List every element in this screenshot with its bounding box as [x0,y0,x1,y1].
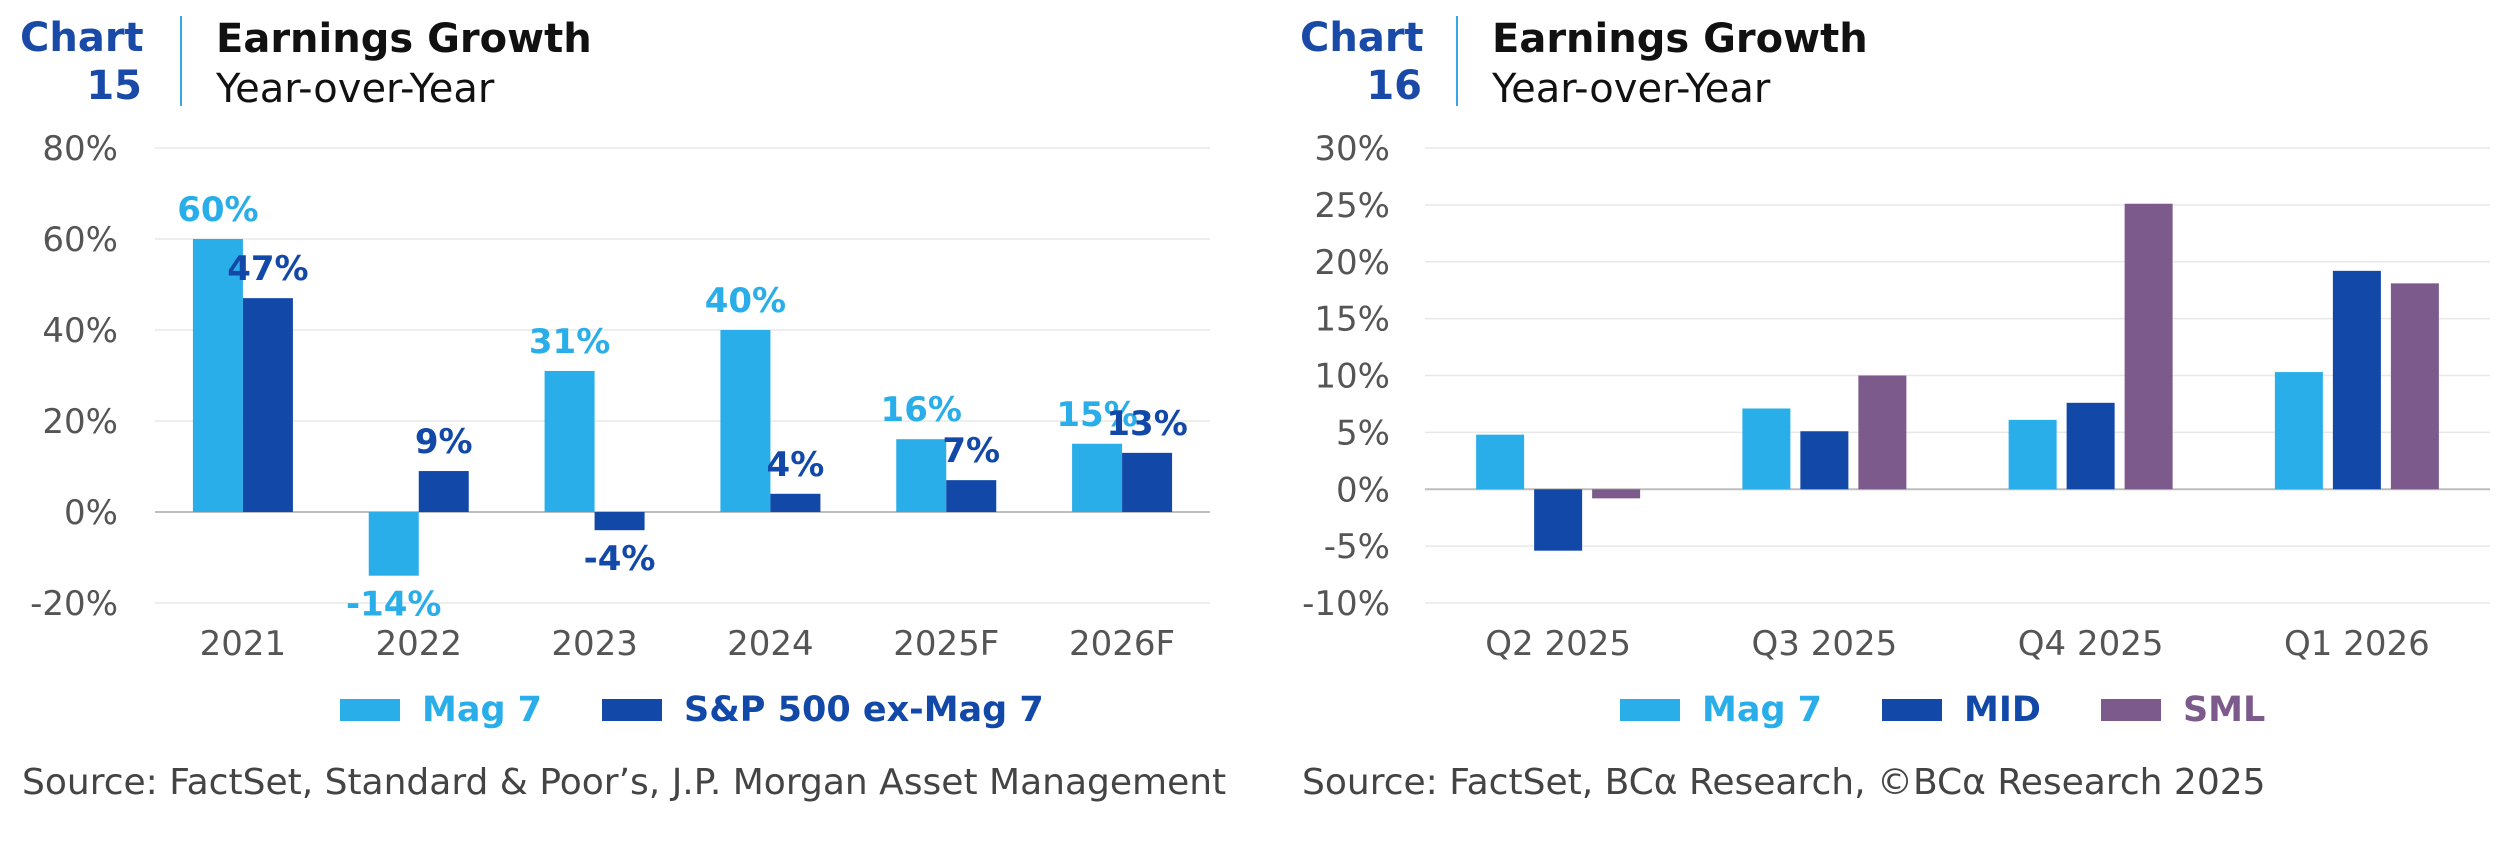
y-tick-label: 10% [1314,357,1390,397]
legend-item: MID [1882,690,2041,730]
legend-swatch [1882,699,1943,721]
legend-item: SML [2100,690,2266,730]
legend-swatch [1620,699,1680,721]
chart-15-plot: -20% 0% 20% 40% 60% 80% 60% 47% 2021 -14% 9% 2022 31… [30,129,1210,664]
data-label: 40% [705,281,786,321]
bar [418,471,469,512]
legend-label: S&P 500 ex-Mag 7 [684,690,1044,730]
legend-swatch [602,699,663,721]
data-label: 9% [415,422,473,462]
y-tick-label: 30% [1314,129,1390,169]
bar [594,512,645,531]
source-note: Source: FactSet, Standard & Poor’s, J.P.… [22,762,1227,803]
data-label: -4% [584,539,656,579]
y-tick-label: -10% [1302,584,1390,624]
bar [2008,419,2057,490]
legend-label: Mag 7 [422,690,543,730]
chart-title: Earnings Growth [1492,16,1868,62]
bar [1800,431,1849,490]
bar [2332,270,2381,490]
chart-16-legend: Mag 7 MID SML [1620,690,2265,730]
bar [1476,434,1525,490]
y-tick-label: -20% [30,584,118,624]
header-divider [1456,16,1458,106]
bar [896,439,947,512]
chart-15-legend: Mag 7 S&P 500 ex-Mag 7 [340,690,1044,730]
chart-number-word: Chart [20,15,144,61]
chart-subtitle: Year-over-Year [1492,66,1771,112]
y-tick-label: 25% [1314,186,1390,226]
data-label: 4% [767,445,825,485]
bar [1534,489,1583,551]
bar [946,480,997,512]
y-tick-label: 0% [1336,470,1390,510]
x-tick-label: 2026F [1069,624,1175,664]
data-label: 7% [942,431,1000,471]
data-label: 60% [177,190,258,230]
y-tick-label: 20% [1314,243,1390,283]
x-tick-label: Q4 2025 [2018,624,2164,664]
bar [242,298,293,512]
chart-number: Chart 16 [1300,14,1424,110]
legend-swatch [340,699,400,721]
header-divider [180,16,182,106]
bar [1858,375,1907,490]
chart-subtitle: Year-over-Year [216,66,495,112]
y-tick-label: 0% [64,493,118,533]
legend-item: S&P 500 ex-Mag 7 [602,690,1044,730]
bar [192,239,243,512]
data-label: 47% [227,249,308,289]
bar [1122,452,1173,512]
bar [2066,402,2115,490]
x-tick-label: Q2 2025 [1485,624,1631,664]
bar [368,512,419,576]
x-tick-label: 2024 [727,624,814,664]
y-tick-label: 20% [42,402,118,442]
y-tick-label: 15% [1314,300,1390,340]
data-label: 15% [1056,395,1137,435]
bar [770,493,821,512]
y-tick-label: 60% [42,220,118,260]
chart-number: Chart 15 [20,14,144,110]
y-tick-label: -5% [1324,527,1390,567]
x-tick-label: Q1 2026 [2284,624,2430,664]
y-tick-label: 40% [42,311,118,351]
y-tick-label: 80% [42,129,118,169]
x-tick-label: 2025F [893,624,999,664]
x-tick-label: 2022 [375,624,462,664]
chart-number-word: Chart [1300,15,1424,61]
data-label: 31% [529,322,610,362]
bar [2274,372,2323,490]
chart-number-value: 16 [1366,63,1422,109]
data-label: 13% [1106,404,1187,444]
bar [2390,283,2439,490]
bar [1742,408,1791,490]
bar [720,330,771,512]
chart-title: Earnings Growth [216,16,592,62]
bar [544,370,595,512]
bar [1072,443,1123,512]
bar [1592,489,1641,499]
legend-swatch [2100,699,2161,721]
legend-item: Mag 7 [1620,690,1822,730]
x-tick-label: 2023 [551,624,638,664]
data-label: -14% [346,585,442,625]
chart-16-plot: -10% -5% 0% 5% 10% 15% 20% 25% 30% Q2 2025 Q3 2025… [1302,129,2490,664]
legend-item: Mag 7 [340,690,542,730]
legend-label: Mag 7 [1702,690,1823,730]
y-tick-label: 5% [1336,413,1390,453]
x-tick-label: 2021 [200,624,287,664]
data-label: 16% [881,390,962,430]
legend-label: MID [1964,690,2041,730]
source-note: Source: FactSet, BCα Research, ©BCα Rese… [1302,762,2266,803]
chart-number-value: 15 [86,63,142,109]
chart-16-panel: Chart 16 Earnings Growth Year-over-Year … [1290,0,2498,861]
bar [2124,203,2173,490]
x-tick-label: Q3 2025 [1752,624,1898,664]
chart-15-panel: Chart 15 Earnings Growth Year-over-Year … [20,14,1227,803]
legend-label: SML [2182,690,2266,730]
